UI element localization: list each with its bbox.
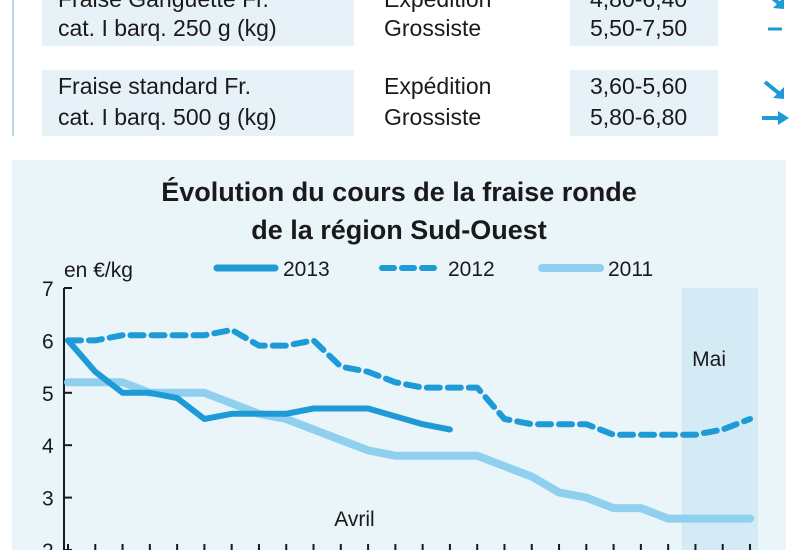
product-name-line2: cat. I barq. 500 g (kg) (58, 104, 277, 130)
table-row-standard: Fraise standard Fr. cat. I barq. 500 g (… (42, 70, 789, 136)
y-tick-label: 6 (42, 330, 54, 353)
price-range: 5,80-6,80 (590, 104, 688, 130)
chart-panel: Évolution du cours de la fraise ronde de… (12, 160, 786, 550)
price-range: 3,60-5,60 (590, 73, 688, 99)
trend-right-arrow-icon (762, 111, 789, 125)
y-tick-label: 3 (42, 488, 54, 511)
market-label: Expédition (384, 73, 492, 99)
market-label: Grossiste (384, 15, 482, 41)
trend-down-arrow-icon (763, 80, 784, 99)
product-name-line1: Fraise standard Fr. (58, 73, 252, 99)
price-cell-bg (570, 0, 718, 46)
legend-label-2013: 2013 (283, 258, 330, 281)
price-table: Fraise Gariguette Fr. cat. I barq. 250 g… (12, 0, 789, 138)
trend-down-arrow-icon (771, 0, 784, 9)
y-tick-label: 2 (42, 540, 54, 550)
market-label: Grossiste (384, 104, 482, 130)
series-line-2011 (64, 378, 754, 523)
product-name-line2: cat. I barq. 250 g (kg) (58, 15, 277, 41)
table-row-gariguette: Fraise Gariguette Fr. cat. I barq. 250 g… (42, 0, 786, 46)
price-range: 4,80-6,40 (590, 0, 687, 14)
y-axis-unit-label: en €/kg (64, 259, 133, 282)
chart-title-line1: Évolution du cours de la fraise ronde (161, 177, 637, 207)
y-tick-label: 7 (42, 278, 54, 301)
period-label: Mai (692, 348, 726, 371)
chart-title-line2: de la région Sud-Ouest (251, 215, 547, 245)
market-label: Expédition (384, 0, 491, 14)
product-cell-bg (42, 70, 354, 136)
product-cell-bg (42, 0, 354, 46)
series-line-2012 (65, 326, 753, 438)
period-label: Avril (334, 508, 374, 531)
legend-label-2011: 2011 (608, 258, 653, 281)
y-tick-label: 4 (42, 435, 54, 458)
trend-stable-dash-icon (768, 27, 782, 31)
series-line-2013 (65, 337, 453, 433)
price-evolution-chart: 2 3 4 5 6 7 en €/kg Avril Mai 2013 2012 2011 (42, 258, 758, 550)
price-cell-bg (570, 70, 718, 136)
product-name-line1: Fraise Gariguette Fr. (58, 0, 269, 14)
legend-label-2012: 2012 (448, 258, 495, 281)
table-left-rule (12, 0, 14, 136)
y-tick-label: 5 (42, 383, 54, 406)
price-range: 5,50-7,50 (590, 15, 688, 41)
